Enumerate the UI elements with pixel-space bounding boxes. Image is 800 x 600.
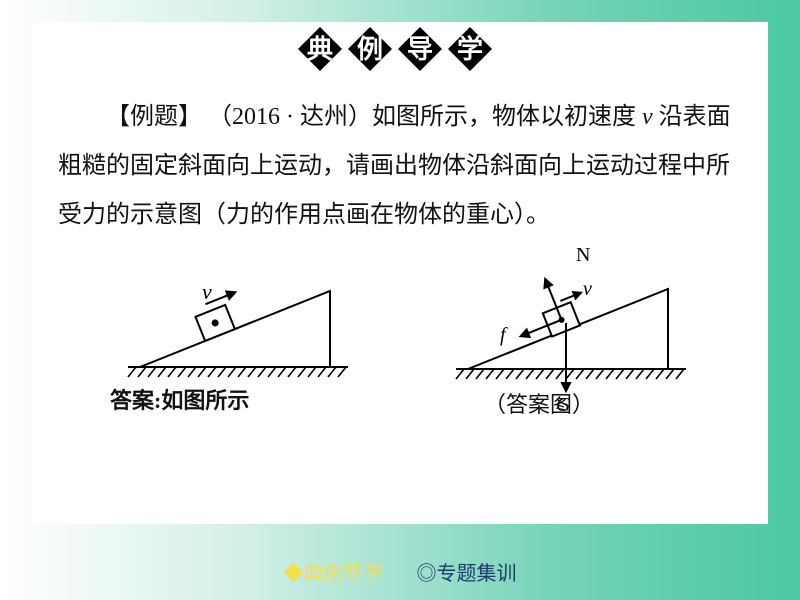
section-header: 典例导学 xyxy=(32,22,768,79)
label-N: N xyxy=(576,244,590,266)
content-box: 典例导学 【例题】 （2016 · 达州）如图所示，物体以初速度 v 沿表面粗糙… xyxy=(32,22,768,524)
problem-body-1: 如图所示，物体以初速度 xyxy=(372,104,642,130)
problem-label: 【例题】 xyxy=(106,104,202,130)
answer-figure-caption: （答案图） xyxy=(484,387,594,419)
problem-source: （2016 · 达州） xyxy=(208,104,372,130)
label-v-right: v xyxy=(583,278,592,300)
svg-text:典: 典 xyxy=(307,35,333,64)
problem-figure-svg: v xyxy=(120,247,360,397)
answer-text: 答案:如图所示 xyxy=(106,381,253,417)
label-f: f xyxy=(500,324,508,346)
footer-item-2[interactable]: ◎专题集训 xyxy=(417,563,517,585)
svg-text:导: 导 xyxy=(407,35,433,64)
svg-text:学: 学 xyxy=(457,34,483,64)
label-v-left: v xyxy=(202,279,212,304)
figures-row: v xyxy=(32,243,768,419)
problem-figure: v xyxy=(120,247,360,402)
problem-text: 【例题】 （2016 · 达州）如图所示，物体以初速度 v 沿表面粗糙的固定斜面… xyxy=(32,79,768,241)
footer-nav: ◆典例导学 ◎专题集训 xyxy=(0,557,800,586)
footer-item-1[interactable]: ◆典例导学 xyxy=(284,563,384,585)
variable-v: v xyxy=(642,104,653,130)
svg-text:例: 例 xyxy=(357,35,383,64)
section-header-svg: 典例导学 xyxy=(290,24,510,74)
slide-page: 典例导学 【例题】 （2016 · 达州）如图所示，物体以初速度 v 沿表面粗糙… xyxy=(0,0,800,600)
